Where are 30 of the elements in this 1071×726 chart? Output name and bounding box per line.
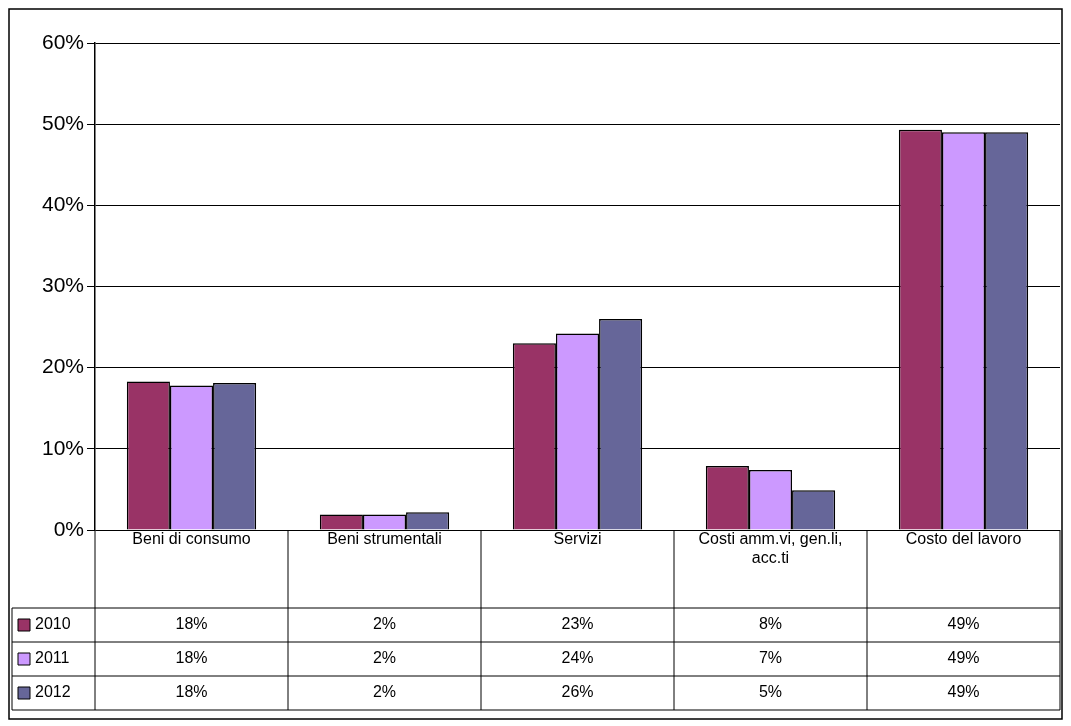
- data-label: 5%: [758, 683, 783, 701]
- y-tick-label: 0%: [53, 516, 84, 540]
- data-label: 8%: [758, 615, 783, 633]
- y-tick-label: 50%: [41, 110, 84, 134]
- legend-label: 2012: [35, 683, 71, 701]
- data-label: 49%: [947, 683, 980, 701]
- data-label: 26%: [561, 683, 594, 701]
- y-tick-label: 60%: [41, 29, 84, 53]
- x-tick-label: Beni strumentali: [327, 530, 442, 548]
- data-label: 18%: [175, 683, 208, 701]
- data-label: 2%: [372, 649, 397, 667]
- data-label: 23%: [561, 615, 594, 633]
- x-tick-label: Beni di consumo: [132, 530, 251, 548]
- data-label: 49%: [947, 649, 980, 667]
- data-label: 7%: [758, 649, 783, 667]
- x-tick-label: Costi amm.vi, gen.li, acc.ti: [698, 530, 843, 567]
- data-label: 2%: [372, 683, 397, 701]
- data-label: 18%: [175, 649, 208, 667]
- y-tick-label: 40%: [41, 192, 84, 216]
- legend-label: 2010: [35, 615, 71, 633]
- y-tick-label: 20%: [41, 354, 84, 378]
- data-label: 2%: [372, 615, 397, 633]
- x-tick-label: Servizi: [553, 530, 602, 548]
- data-label: 49%: [947, 615, 980, 633]
- x-tick-label: Costo del lavoro: [905, 530, 1022, 548]
- y-tick-label: 10%: [41, 435, 84, 459]
- legend-label: 2011: [35, 649, 70, 667]
- y-tick-label: 30%: [41, 273, 84, 297]
- data-label: 18%: [175, 615, 208, 633]
- data-label: 24%: [561, 649, 594, 667]
